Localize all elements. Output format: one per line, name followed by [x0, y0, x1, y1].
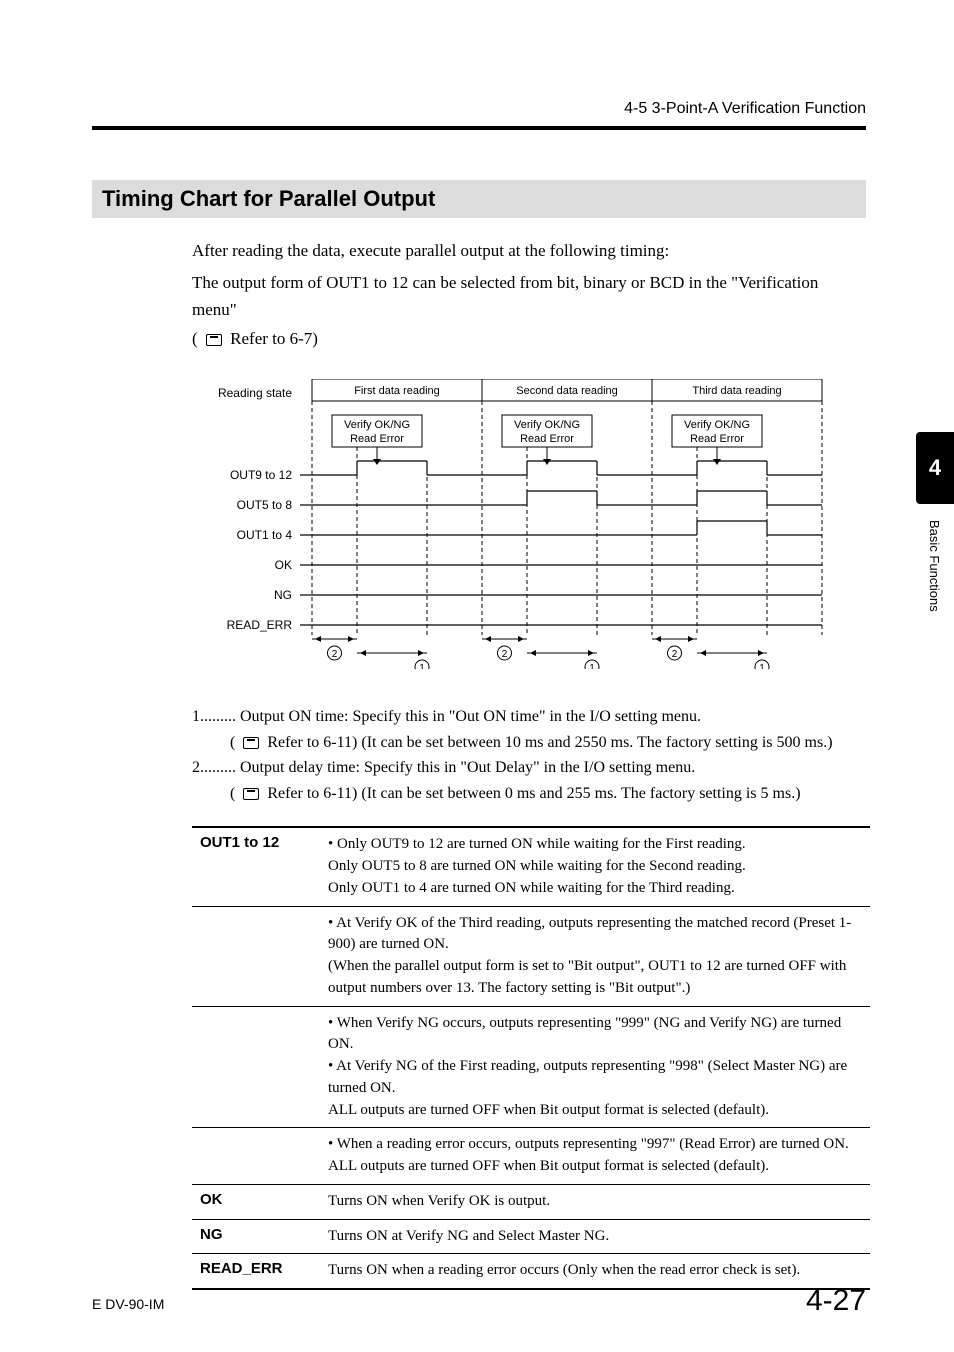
svg-text:Reading state: Reading state [218, 386, 292, 400]
book-icon [243, 788, 259, 800]
header-rule [92, 126, 866, 130]
svg-text:1: 1 [419, 663, 425, 669]
svg-text:2: 2 [332, 649, 338, 660]
timing-chart: Reading state First data reading Verify OK… [192, 379, 866, 674]
svg-text:Verify OK/NG: Verify OK/NG [514, 419, 580, 431]
note1-lead: 1......... [192, 708, 236, 725]
note2-lead: 2......... [192, 759, 236, 776]
note1-text: Output ON time: Specify this in "Out ON … [236, 708, 701, 725]
chapter-number: 4 [929, 455, 941, 481]
book-icon [206, 334, 222, 346]
svg-text:READ_ERR: READ_ERR [227, 618, 293, 632]
note1-ref: Refer to 6-11) (It can be set between 10… [263, 734, 832, 751]
table-row-text: Turns ON when Verify OK is output. [320, 1184, 870, 1219]
table-row-label: OUT1 to 12 [192, 827, 320, 906]
section-title: Timing Chart for Parallel Output [102, 186, 435, 211]
table-row-text: Turns ON when a reading error occurs (On… [320, 1254, 870, 1289]
svg-text:Read Error: Read Error [350, 433, 404, 445]
svg-text:OUT5 to 8: OUT5 to 8 [237, 498, 293, 512]
table-row-label: NG [192, 1219, 320, 1254]
svg-text:1: 1 [759, 663, 765, 669]
intro-line-2: The output form of OUT1 to 12 can be sel… [192, 270, 866, 323]
svg-text:Second data reading: Second data reading [516, 385, 618, 397]
svg-text:OUT1 to 4: OUT1 to 4 [237, 528, 293, 542]
table-row-label: READ_ERR [192, 1254, 320, 1289]
intro-line-1: After reading the data, execute parallel… [192, 238, 866, 264]
table-row-text: • At Verify OK of the Third reading, out… [320, 906, 870, 1006]
note2-text: Output delay time: Specify this in "Out … [236, 759, 695, 776]
svg-text:2: 2 [502, 649, 508, 660]
footer-page-number: 4-27 [806, 1284, 866, 1318]
svg-text:1: 1 [589, 663, 595, 669]
svg-text:OUT9 to 12: OUT9 to 12 [230, 468, 292, 482]
table-row-text: • When Verify NG occurs, outputs represe… [320, 1006, 870, 1128]
signal-table: OUT1 to 12• Only OUT9 to 12 are turned O… [192, 826, 870, 1290]
table-row-text: • When a reading error occurs, outputs r… [320, 1128, 870, 1185]
intro-ref-text: Refer to 6-7) [226, 329, 318, 348]
note2-ref: Refer to 6-11) (It can be set between 0 … [263, 785, 800, 802]
svg-text:Read Error: Read Error [520, 433, 574, 445]
notes-block: 1......... Output ON time: Specify this … [192, 704, 866, 806]
table-row-label [192, 1128, 320, 1185]
svg-text:OK: OK [275, 558, 292, 572]
table-row-label [192, 1006, 320, 1128]
section-title-bar: Timing Chart for Parallel Output [92, 180, 866, 218]
svg-text:Read Error: Read Error [690, 433, 744, 445]
svg-text:Third data reading: Third data reading [692, 385, 781, 397]
book-icon [243, 737, 259, 749]
svg-text:First data reading: First data reading [354, 385, 440, 397]
table-row-label: OK [192, 1184, 320, 1219]
svg-text:Verify OK/NG: Verify OK/NG [684, 419, 750, 431]
chapter-label: Basic Functions [927, 520, 942, 612]
intro-ref: ( Refer to 6-7) [192, 329, 866, 349]
breadcrumb: 4-5 3-Point-A Verification Function [92, 100, 866, 118]
svg-text:Verify OK/NG: Verify OK/NG [344, 419, 410, 431]
chapter-tab: 4 [916, 432, 954, 504]
svg-text:2: 2 [672, 649, 678, 660]
table-row-label [192, 906, 320, 1006]
table-row-text: Turns ON at Verify NG and Select Master … [320, 1219, 870, 1254]
table-row-text: • Only OUT9 to 12 are turned ON while wa… [320, 827, 870, 906]
svg-text:NG: NG [274, 588, 292, 602]
footer-doc-id: E DV-90-IM [92, 1296, 164, 1312]
